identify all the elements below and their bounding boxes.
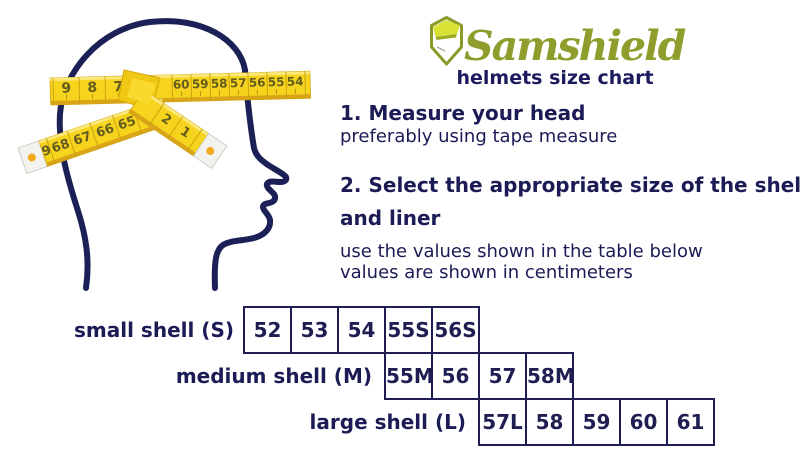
step2-text-line2: values are shown in centimeters — [340, 262, 633, 283]
row-label-medium-shell: medium shell (M) — [175, 364, 372, 388]
size-cell: 54 — [337, 306, 386, 354]
row-label-small-shell: small shell (S) — [74, 318, 234, 342]
tape-number: 7 — [113, 79, 123, 95]
size-cell: 57L — [478, 398, 527, 446]
step2-text-line1: use the values shown in the table below — [340, 241, 703, 262]
step2-title-line2: and liner — [340, 206, 441, 230]
step2-title-line1: 2. Select the appropriate size of the sh… — [340, 173, 802, 197]
size-cell: 55M — [384, 352, 434, 400]
tape-number: 58 — [211, 76, 228, 90]
brand-subtitle: helmets size chart — [456, 67, 654, 89]
table-row-medium-shell: medium shell (M) 55M 56 57 58M — [0, 352, 802, 400]
instructions-block: 1. Measure your head preferably using ta… — [340, 100, 802, 283]
tape-knot-highlight — [127, 78, 156, 104]
size-cell: 52 — [243, 306, 292, 354]
step2-title: 2. Select the appropriate size of the sh… — [340, 169, 802, 235]
brand-name: Samshield — [464, 22, 686, 70]
tape-number: 65 — [116, 114, 138, 134]
step2-text: use the values shown in the table below … — [340, 241, 802, 283]
size-cell: 57 — [478, 352, 527, 400]
tape-number: 66 — [94, 121, 116, 141]
head-tape-illustration: 9 8 7 60 59 58 57 56 55 54 9 68 — [17, 18, 312, 291]
step1-text: preferably using tape measure — [340, 126, 618, 147]
size-cell: 58 — [525, 398, 574, 446]
tape-number: 67 — [72, 129, 94, 149]
size-cell: 56 — [431, 352, 480, 400]
tape-number: 9 — [61, 80, 71, 96]
size-cell: 58M — [525, 352, 575, 400]
samshield-shield-icon — [430, 16, 463, 66]
size-cell: 61 — [666, 398, 715, 446]
tape-number: 59 — [192, 77, 209, 91]
size-cell: 55S — [384, 306, 433, 354]
tape-number: 56 — [249, 75, 266, 89]
tape-top-band: 9 8 7 60 59 58 57 56 55 54 — [49, 70, 312, 106]
size-cell: 56S — [431, 306, 480, 354]
tape-diagonal-right-band: 2 1 — [128, 89, 228, 169]
table-row-large-shell: large shell (L) 57L 58 59 60 61 — [0, 398, 802, 446]
table-row-small-shell: small shell (S) 52 53 54 55S 56S — [0, 306, 802, 354]
size-cell: 60 — [619, 398, 668, 446]
step1-title: 1. Measure your head — [340, 101, 586, 125]
tape-number: 54 — [287, 74, 304, 88]
tape-number: 57 — [230, 76, 247, 90]
tape-number: 60 — [173, 77, 190, 91]
tape-number: 55 — [268, 75, 285, 89]
size-cell: 53 — [290, 306, 339, 354]
tape-number: 8 — [87, 80, 97, 96]
head-outline — [56, 18, 290, 291]
row-label-large-shell: large shell (L) — [309, 410, 466, 434]
tape-number: 68 — [50, 136, 72, 156]
size-cell: 59 — [572, 398, 621, 446]
